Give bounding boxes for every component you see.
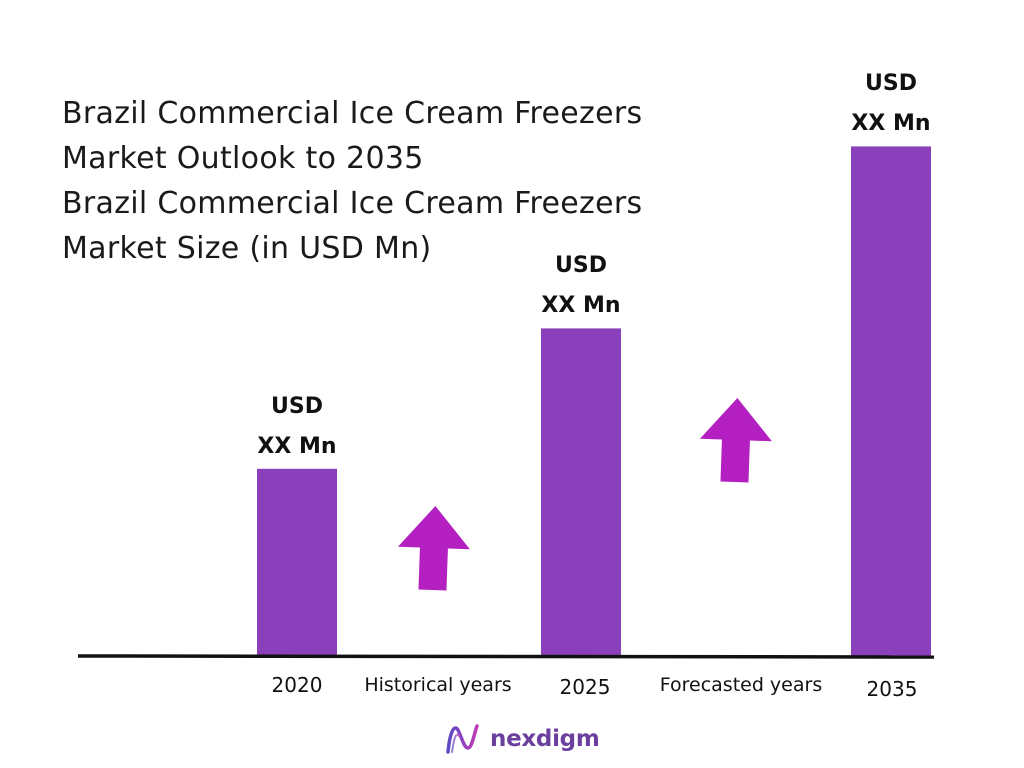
chart-title-line-4: Market Size (in USD Mn) (62, 231, 432, 266)
value-label-line-2: XX Mn (541, 293, 621, 319)
x-tick-label-2020: 2020 (271, 673, 323, 697)
chart-title-line-3: Brazil Commercial Ice Cream Freezers (62, 186, 643, 221)
chart-title-line-2: Market Outlook to 2035 (62, 141, 424, 176)
historical-years-label: Historical years (364, 674, 512, 696)
x-tick-label-2035: 2035 (866, 677, 918, 701)
value-label-line-1: USD (865, 71, 917, 97)
nexdigm-n-icon (446, 724, 479, 754)
value-label-line-1: USD (271, 393, 323, 419)
brand-logo: nexdigm (444, 722, 600, 756)
bar-2025 (541, 328, 621, 656)
value-label-line-2: XX Mn (257, 433, 337, 459)
growth-arrow-historical-icon (397, 506, 470, 591)
forecasted-years-label: Forecasted years (659, 674, 823, 696)
bar-value-label-2020: USD XX Mn (217, 387, 377, 467)
value-label-line-2: XX Mn (851, 111, 931, 137)
growth-arrow-forecast-icon (699, 398, 772, 483)
x-axis-line (77, 654, 935, 659)
x-tick-label-2025: 2025 (559, 675, 611, 699)
chart-title-line-1: Brazil Commercial Ice Cream Freezers (62, 96, 643, 131)
bar-value-label-2025: USD XX Mn (501, 246, 661, 326)
bar-2035 (851, 146, 931, 656)
bar-2020 (257, 468, 337, 656)
value-label-line-1: USD (555, 253, 607, 279)
brand-name: nexdigm (490, 726, 600, 752)
bar-value-label-2035: USD XX Mn (811, 64, 971, 144)
